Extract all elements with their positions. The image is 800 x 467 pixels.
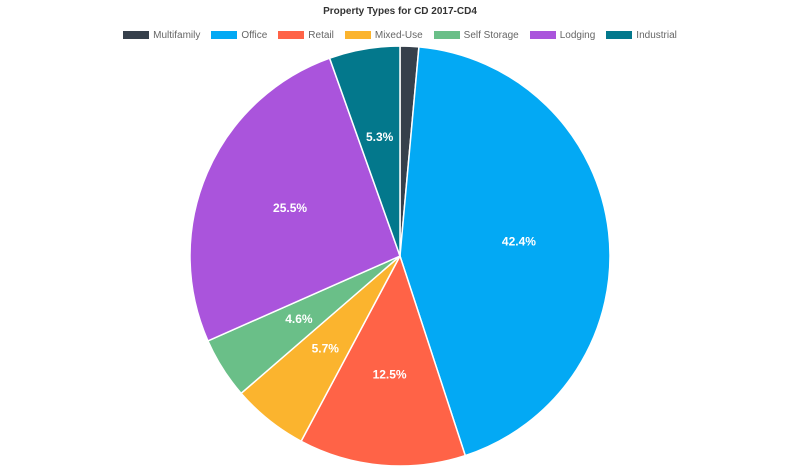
- legend-item-office[interactable]: Office: [211, 30, 267, 41]
- legend-swatch-multifamily: [123, 31, 150, 39]
- legend-item-industrial[interactable]: Industrial: [606, 30, 677, 41]
- legend-label-multifamily: Multifamily: [153, 29, 201, 41]
- legend: Multifamily Office Retail Mixed-Use Self…: [0, 28, 800, 42]
- legend-item-self-storage[interactable]: Self Storage: [433, 29, 519, 41]
- data-label-retail: 12.5%: [373, 367, 407, 381]
- data-label-office: 42.4%: [502, 235, 536, 249]
- pie-slice-office[interactable]: [399, 46, 611, 457]
- legend-label-lodging: Lodging: [559, 29, 596, 41]
- data-label-industrial: 5.3%: [366, 130, 394, 144]
- legend-swatch-office: [211, 31, 238, 39]
- data-label-lodging: 25.5%: [273, 201, 307, 215]
- pie-slice-retail[interactable]: [300, 254, 467, 467]
- pie-slice-lodging[interactable]: [189, 57, 401, 342]
- legend-swatch-lodging: [529, 31, 556, 39]
- legend-item-lodging[interactable]: Lodging: [529, 29, 596, 41]
- legend-item-multifamily[interactable]: Multifamily: [123, 30, 200, 41]
- data-label-self-storage: 4.6%: [285, 312, 313, 326]
- legend-swatch-self-storage: [433, 31, 460, 39]
- legend-swatch-industrial: [606, 31, 633, 39]
- legend-swatch-retail: [278, 31, 305, 39]
- legend-swatch-mixed-use: [344, 31, 371, 39]
- data-label-mixed-use: 5.7%: [312, 342, 340, 356]
- legend-item-mixed-use[interactable]: Mixed-Use: [344, 29, 423, 41]
- legend-label-office: Office: [241, 29, 268, 41]
- chart-title: Property Types for CD 2017-CD4: [323, 6, 477, 17]
- legend-label-retail: Retail: [308, 29, 334, 41]
- legend-label-mixed-use: Mixed-Use: [374, 29, 423, 41]
- legend-label-industrial: Industrial: [636, 29, 677, 41]
- legend-item-retail[interactable]: Retail: [278, 30, 334, 41]
- pie-slice-industrial[interactable]: [328, 45, 401, 257]
- legend-label-self-storage: Self Storage: [463, 29, 519, 41]
